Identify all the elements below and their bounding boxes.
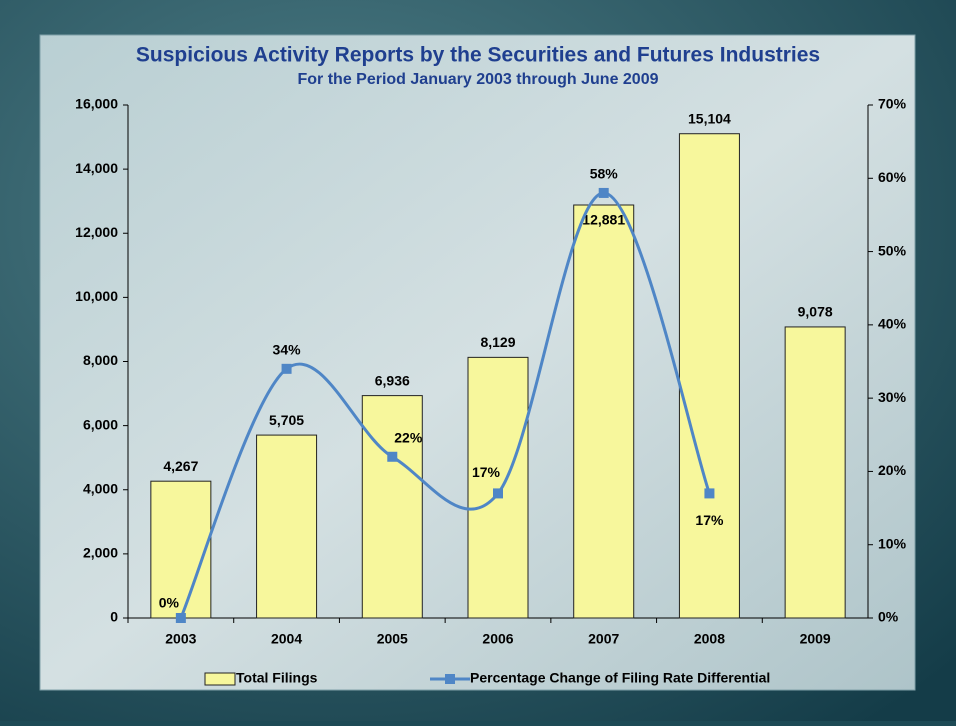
line-value-label: 17% [695, 512, 724, 528]
legend-label: Total Filings [236, 670, 318, 686]
line-marker [493, 488, 503, 498]
legend-swatch [445, 674, 455, 684]
line-value-label: 17% [472, 464, 501, 480]
line-marker [704, 488, 714, 498]
x-tick-label: 2007 [588, 631, 619, 647]
line-value-label: 58% [590, 166, 619, 182]
legend-swatch [205, 673, 235, 685]
bar-value-label: 8,129 [480, 334, 515, 350]
line-value-label: 34% [273, 342, 302, 358]
y-tick-label: 10,000 [75, 288, 118, 304]
line-marker [176, 613, 186, 623]
line-value-label: 0% [159, 595, 180, 611]
legend-label: Percentage Change of Filing Rate Differe… [470, 670, 770, 686]
y2-tick-label: 70% [878, 96, 907, 112]
y-tick-label: 6,000 [83, 416, 118, 432]
bar [785, 327, 845, 618]
x-tick-label: 2008 [694, 631, 725, 647]
line-marker [387, 452, 397, 462]
bar [468, 357, 528, 618]
bar-value-label: 12,881 [582, 212, 625, 228]
bar [574, 205, 634, 618]
y2-tick-label: 20% [878, 462, 907, 478]
bar [679, 134, 739, 618]
y2-tick-label: 60% [878, 169, 907, 185]
bar-value-label: 5,705 [269, 412, 304, 428]
bar-value-label: 6,936 [375, 372, 410, 388]
bar-value-label: 9,078 [798, 304, 833, 320]
x-tick-label: 2009 [800, 631, 831, 647]
y-tick-label: 16,000 [75, 96, 118, 112]
x-tick-label: 2006 [482, 631, 513, 647]
y-tick-label: 12,000 [75, 224, 118, 240]
line-value-label: 22% [394, 429, 423, 445]
page: Suspicious Activity Reports by the Secur… [0, 0, 956, 726]
y2-tick-label: 40% [878, 316, 907, 332]
y2-tick-label: 10% [878, 535, 907, 551]
y-tick-label: 4,000 [83, 480, 118, 496]
chart-subtitle: For the Period January 2003 through June… [298, 71, 659, 88]
y-tick-label: 0 [110, 609, 118, 625]
y2-tick-label: 0% [878, 609, 899, 625]
line-marker [282, 364, 292, 374]
x-tick-label: 2004 [271, 631, 302, 647]
bar-value-label: 15,104 [688, 110, 731, 126]
line-marker [599, 188, 609, 198]
bar [257, 435, 317, 618]
y-tick-label: 8,000 [83, 352, 118, 368]
y-tick-label: 2,000 [83, 545, 118, 561]
y2-tick-label: 50% [878, 242, 907, 258]
x-tick-label: 2003 [165, 631, 196, 647]
chart: Suspicious Activity Reports by the Secur… [0, 0, 956, 721]
x-tick-label: 2005 [377, 631, 408, 647]
bar-value-label: 4,267 [163, 458, 198, 474]
chart-title: Suspicious Activity Reports by the Secur… [136, 44, 820, 67]
y-tick-label: 14,000 [75, 160, 118, 176]
y2-tick-label: 30% [878, 389, 907, 405]
